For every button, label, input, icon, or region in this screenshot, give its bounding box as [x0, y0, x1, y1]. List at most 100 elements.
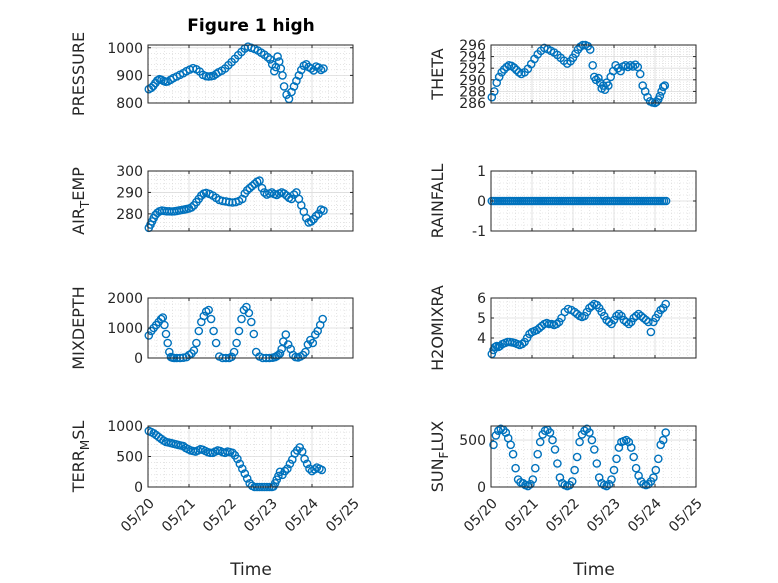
mixdepth-point	[249, 329, 259, 339]
sun-flux-points	[489, 424, 671, 491]
theta-ytick-label: 296	[459, 38, 486, 54]
sun-flux-point	[654, 454, 663, 464]
mixdepth-point	[234, 326, 244, 336]
terr-msl-point	[302, 459, 312, 469]
pressure-ytick-label: 1000	[107, 41, 143, 57]
theta-point	[499, 65, 509, 74]
sun-flux-ytick-label: 0	[477, 480, 486, 496]
h2omixra-ytick-label: 4	[477, 331, 486, 347]
sun-flux-point	[629, 452, 639, 462]
mixdepth-ytick-label: 1000	[107, 321, 143, 337]
h2omixra-point	[612, 311, 621, 321]
sun-flux-point	[535, 437, 545, 447]
sun-flux-point	[580, 426, 589, 436]
sun-flux-point	[631, 463, 641, 473]
mixdepth-point	[189, 346, 199, 355]
air-temp-point	[187, 203, 196, 212]
sun-flux-point	[604, 479, 614, 489]
sun-flux-point	[649, 473, 658, 482]
pressure-point	[294, 71, 304, 80]
rainfall-ytick-label: 0	[477, 194, 486, 210]
x-axis-label-left: Time	[229, 560, 272, 580]
air-temp-point	[279, 189, 289, 198]
theta-ticks	[490, 44, 697, 104]
sun-flux-point	[548, 435, 557, 445]
mixdepth-point	[232, 338, 241, 348]
mixdepth-point	[237, 314, 246, 324]
h2omixra-points	[487, 299, 671, 359]
h2omixra-point	[646, 327, 656, 337]
rainfall-ytick-label: -1	[472, 224, 486, 240]
mixdepth-y-axis-label: MIXDEPTH	[69, 286, 88, 369]
pressure-point	[273, 52, 282, 61]
mixdepth-point	[206, 314, 216, 324]
sun-flux-point	[622, 435, 631, 445]
sun-flux-point	[587, 435, 597, 445]
subplot-mixdepth: 0 1000 2000 MIXDEPTH	[69, 286, 354, 370]
pressure-point	[263, 52, 273, 62]
terr-msl-ticks	[147, 425, 354, 488]
theta-points	[487, 40, 670, 108]
sun-flux-point	[508, 449, 518, 459]
sun-flux-point	[570, 465, 579, 475]
subplot-pressure: 800 900 1000 PRESSURE	[69, 32, 354, 116]
sun-flux-point	[550, 445, 560, 454]
mixdepth-ticks	[147, 297, 354, 359]
pressure-point	[282, 90, 291, 99]
theta-point	[628, 62, 638, 71]
air-temp-point	[247, 181, 257, 191]
theta-point	[588, 61, 598, 70]
mixdepth-points	[144, 302, 328, 363]
sun-flux-point	[526, 479, 535, 489]
h2omixra-point	[656, 305, 666, 315]
rainfall-points	[487, 196, 671, 206]
theta-point	[631, 60, 640, 69]
sun-flux-point	[575, 437, 584, 447]
terr-msl-y-axis-label: TERRMSL	[69, 421, 92, 494]
chart-title: Figure 1 high	[187, 16, 315, 36]
theta-point	[512, 65, 521, 75]
mixdepth-point	[275, 349, 285, 358]
terr-msl-point	[242, 474, 252, 483]
terr-msl-point	[240, 469, 250, 478]
pressure-ytick-label: 900	[116, 68, 143, 84]
terr-msl-point	[280, 466, 290, 476]
x-axis-label-right: Time	[572, 560, 615, 580]
sun-flux-point	[545, 428, 555, 437]
h2omixra-point	[552, 319, 561, 329]
sun-flux-point	[609, 465, 619, 475]
pressure-y-axis-label: PRESSURE	[69, 32, 88, 116]
air-temp-point	[245, 183, 254, 193]
terr-msl-ytick-label: 0	[134, 480, 143, 496]
air-temp-ticks	[147, 170, 354, 231]
sun-flux-point	[491, 431, 501, 440]
theta-ytick-label: 294	[459, 50, 486, 66]
mixdepth-point	[244, 308, 254, 318]
air-temp-point	[289, 190, 299, 199]
sun-flux-point	[607, 475, 616, 484]
h2omixra-axes-box	[490, 297, 697, 359]
sun-flux-point	[658, 435, 668, 445]
h2omixra-point	[661, 299, 671, 309]
air-temp-axes-box	[147, 170, 354, 232]
theta-point	[616, 66, 625, 76]
rainfall-ticks	[490, 170, 697, 232]
air-temp-ytick-label: 300	[116, 164, 143, 180]
mixdepth-point	[303, 340, 313, 349]
terr-msl-ytick-label: 500	[116, 450, 143, 466]
theta-point	[509, 63, 519, 72]
air-temp-y-axis-label: AIRTEMP	[69, 167, 92, 235]
terr-msl-point	[237, 464, 247, 474]
rainfall-y-axis-label: RAINFALL	[428, 164, 447, 239]
h2omixra-point	[624, 319, 634, 329]
terr-msl-point	[233, 454, 242, 464]
mixdepth-point	[192, 338, 201, 348]
subplot-rainfall: -1 0 1 RAINFALL	[428, 164, 697, 240]
sun-flux-ytick-label: 500	[459, 433, 486, 449]
mixdepth-point	[209, 326, 218, 336]
rainfall-ytick-label: 1	[477, 164, 486, 180]
h2omixra-point	[604, 317, 614, 327]
mixdepth-point	[161, 329, 171, 339]
